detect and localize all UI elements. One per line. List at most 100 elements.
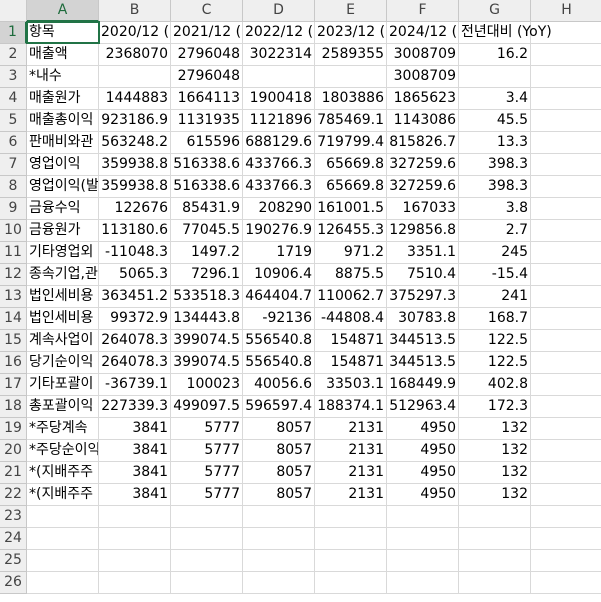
cell[interactable]: [531, 264, 601, 286]
cell[interactable]: [171, 550, 243, 572]
cell[interactable]: 399074.5: [171, 330, 243, 352]
cell[interactable]: [315, 66, 387, 88]
cell[interactable]: [99, 572, 171, 594]
cell[interactable]: 전년대비 (YoY): [459, 22, 552, 44]
cell[interactable]: [531, 154, 601, 176]
cell[interactable]: [171, 528, 243, 550]
cell[interactable]: 판매비와관: [27, 132, 99, 154]
cell[interactable]: 법인세비용: [27, 308, 99, 330]
cell[interactable]: 785469.1: [315, 110, 387, 132]
cell[interactable]: 계속사업이: [27, 330, 99, 352]
cell[interactable]: 3.4: [459, 88, 531, 110]
cell[interactable]: 총포괄이익: [27, 396, 99, 418]
row-header[interactable]: 11: [0, 242, 27, 264]
cell[interactable]: 344513.5: [387, 330, 459, 352]
cell[interactable]: [171, 506, 243, 528]
cell[interactable]: 327259.6: [387, 154, 459, 176]
cell[interactable]: 3351.1: [387, 242, 459, 264]
cell[interactable]: 매출원가: [27, 88, 99, 110]
row-header[interactable]: 7: [0, 154, 27, 176]
cell[interactable]: 45.5: [459, 110, 531, 132]
cell[interactable]: 33503.1: [315, 374, 387, 396]
cell[interactable]: 5777: [171, 484, 243, 506]
cell[interactable]: 법인세비용: [27, 286, 99, 308]
cell[interactable]: 719799.4: [315, 132, 387, 154]
cell[interactable]: [459, 528, 531, 550]
cell[interactable]: [531, 22, 601, 44]
cell[interactable]: [531, 110, 601, 132]
cell[interactable]: 2131: [315, 440, 387, 462]
cell[interactable]: 100023: [171, 374, 243, 396]
cell[interactable]: 971.2: [315, 242, 387, 264]
cell[interactable]: [315, 572, 387, 594]
row-header[interactable]: 21: [0, 462, 27, 484]
cell[interactable]: 245: [459, 242, 531, 264]
cell[interactable]: 77045.5: [171, 220, 243, 242]
cell[interactable]: [27, 506, 99, 528]
cell[interactable]: 227339.3: [99, 396, 171, 418]
cell[interactable]: 13.3: [459, 132, 531, 154]
cell[interactable]: 2131: [315, 484, 387, 506]
row-header[interactable]: 25: [0, 550, 27, 572]
cell[interactable]: [315, 506, 387, 528]
row-header[interactable]: 24: [0, 528, 27, 550]
cell[interactable]: 3022314: [243, 44, 315, 66]
cell[interactable]: [243, 550, 315, 572]
cell[interactable]: 영업이익: [27, 154, 99, 176]
cell[interactable]: [459, 506, 531, 528]
cell[interactable]: [531, 550, 601, 572]
row-header[interactable]: 3: [0, 66, 27, 88]
cell[interactable]: 122676: [99, 198, 171, 220]
cell[interactable]: 161001.5: [315, 198, 387, 220]
cell[interactable]: 172.3: [459, 396, 531, 418]
cell[interactable]: 512963.4: [387, 396, 459, 418]
cell[interactable]: 1121896: [243, 110, 315, 132]
cell[interactable]: [531, 484, 601, 506]
corner[interactable]: [0, 0, 27, 22]
cell[interactable]: [531, 374, 601, 396]
cell[interactable]: 433766.3: [243, 154, 315, 176]
cell[interactable]: 2020/12 (I: [99, 22, 171, 44]
cell[interactable]: 344513.5: [387, 352, 459, 374]
cell[interactable]: 3008709: [387, 44, 459, 66]
cell[interactable]: [243, 572, 315, 594]
cell[interactable]: 615596: [171, 132, 243, 154]
cell[interactable]: 영업이익(발: [27, 176, 99, 198]
row-header[interactable]: 8: [0, 176, 27, 198]
cell[interactable]: 154871: [315, 330, 387, 352]
cell[interactable]: 5777: [171, 440, 243, 462]
column-header[interactable]: C: [171, 0, 243, 22]
cell[interactable]: 516338.6: [171, 176, 243, 198]
cell[interactable]: 126455.3: [315, 220, 387, 242]
cell[interactable]: 기타영업외: [27, 242, 99, 264]
cell[interactable]: 7510.4: [387, 264, 459, 286]
cell[interactable]: 113180.6: [99, 220, 171, 242]
cell[interactable]: [531, 528, 601, 550]
row-header[interactable]: 4: [0, 88, 27, 110]
cell[interactable]: 99372.9: [99, 308, 171, 330]
row-header[interactable]: 13: [0, 286, 27, 308]
cell[interactable]: 1664113: [171, 88, 243, 110]
cell[interactable]: [99, 506, 171, 528]
cell[interactable]: 3841: [99, 484, 171, 506]
cell[interactable]: [531, 44, 601, 66]
cell[interactable]: -36739.1: [99, 374, 171, 396]
cell[interactable]: [531, 66, 601, 88]
cell[interactable]: [387, 550, 459, 572]
cell[interactable]: 30783.8: [387, 308, 459, 330]
cell[interactable]: 129856.8: [387, 220, 459, 242]
cell[interactable]: 금융원가: [27, 220, 99, 242]
cell[interactable]: 65669.8: [315, 154, 387, 176]
row-header[interactable]: 6: [0, 132, 27, 154]
cell[interactable]: [243, 528, 315, 550]
cell[interactable]: 688129.6: [243, 132, 315, 154]
cell[interactable]: [531, 198, 601, 220]
cell[interactable]: [99, 528, 171, 550]
cell[interactable]: 85431.9: [171, 198, 243, 220]
cell[interactable]: 3841: [99, 418, 171, 440]
cell[interactable]: [27, 572, 99, 594]
cell[interactable]: [243, 66, 315, 88]
cell[interactable]: 167033: [387, 198, 459, 220]
cell[interactable]: 8057: [243, 418, 315, 440]
cell[interactable]: 2131: [315, 462, 387, 484]
